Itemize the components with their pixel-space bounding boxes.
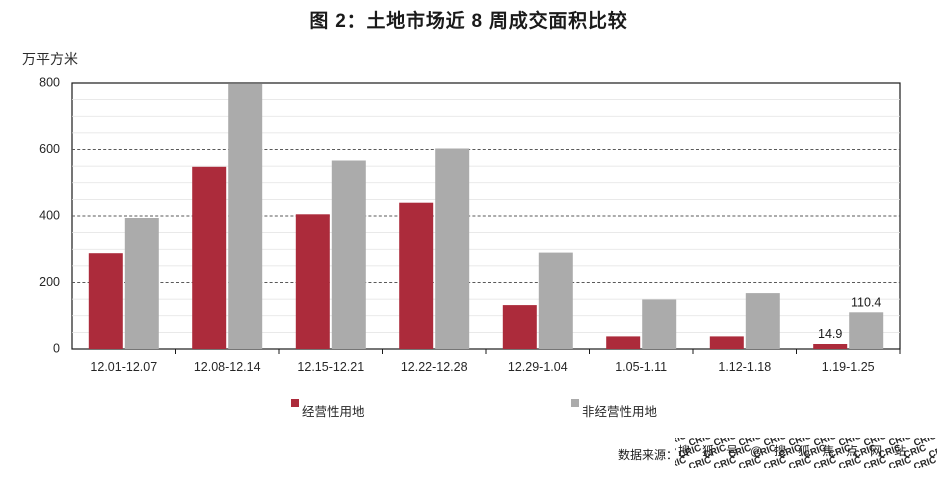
svg-text:800: 800 [39,76,60,90]
svg-text:400: 400 [39,209,60,223]
svg-text:12.08-12.14: 12.08-12.14 [194,360,261,374]
svg-text:12.01-12.07: 12.01-12.07 [90,360,157,374]
svg-text:0: 0 [53,342,60,356]
svg-text:12.29-1.04: 12.29-1.04 [508,360,568,374]
svg-text:12.15-12.21: 12.15-12.21 [297,360,364,374]
svg-text:12.22-12.28: 12.22-12.28 [401,360,468,374]
svg-text:1.19-1.25: 1.19-1.25 [822,360,875,374]
svg-text:1.12-1.18: 1.12-1.18 [718,360,771,374]
svg-text:110.4: 110.4 [851,295,881,309]
svg-text:14.9: 14.9 [818,327,842,341]
svg-text:200: 200 [39,275,60,289]
svg-text:1.05-1.11: 1.05-1.11 [615,360,667,374]
svg-text:600: 600 [39,142,60,156]
